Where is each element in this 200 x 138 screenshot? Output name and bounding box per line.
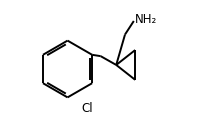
Text: Cl: Cl [82,102,93,115]
Text: NH₂: NH₂ [134,13,157,26]
